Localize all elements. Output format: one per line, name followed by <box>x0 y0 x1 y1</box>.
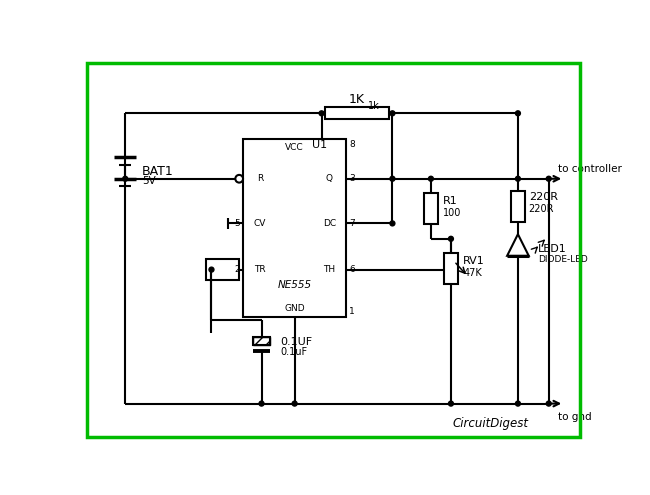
Text: Q: Q <box>326 174 333 183</box>
Text: 47K: 47K <box>463 268 482 278</box>
Text: RV1: RV1 <box>463 256 485 266</box>
Text: 1k: 1k <box>368 100 380 110</box>
Text: R1: R1 <box>443 196 458 206</box>
Text: 0.1uF: 0.1uF <box>280 347 307 357</box>
Text: VCC: VCC <box>285 144 304 152</box>
Text: DIODE-LED: DIODE-LED <box>538 255 588 264</box>
Circle shape <box>448 236 454 241</box>
Circle shape <box>390 111 395 116</box>
Text: to controller: to controller <box>558 164 622 174</box>
Text: NE555: NE555 <box>278 280 312 290</box>
Text: 8: 8 <box>349 140 355 149</box>
Text: 100: 100 <box>443 207 461 218</box>
Circle shape <box>515 111 521 116</box>
Circle shape <box>235 175 243 183</box>
Text: 2: 2 <box>235 265 240 274</box>
Text: 7: 7 <box>349 219 355 228</box>
Circle shape <box>123 176 127 181</box>
Circle shape <box>319 111 324 116</box>
Bar <box>324 107 389 119</box>
Bar <box>511 191 525 222</box>
Circle shape <box>292 401 297 406</box>
Bar <box>424 194 438 224</box>
Circle shape <box>209 267 214 272</box>
Text: DC: DC <box>322 219 336 228</box>
Polygon shape <box>507 234 528 256</box>
Bar <box>253 338 270 345</box>
Text: 6: 6 <box>349 265 355 274</box>
Circle shape <box>515 401 521 406</box>
Text: to gnd: to gnd <box>558 412 592 422</box>
Text: 1K: 1K <box>349 93 365 106</box>
Bar <box>206 259 239 280</box>
Text: 5: 5 <box>234 219 240 228</box>
Text: 1: 1 <box>349 307 355 316</box>
Text: GND: GND <box>284 303 305 313</box>
Bar <box>243 139 346 317</box>
Circle shape <box>428 176 434 181</box>
Text: LED1: LED1 <box>538 244 567 254</box>
Bar <box>444 253 458 284</box>
Text: 5V: 5V <box>142 176 156 186</box>
Circle shape <box>390 221 395 226</box>
Text: CircuitDigest: CircuitDigest <box>452 417 528 430</box>
Text: 0.1UF: 0.1UF <box>280 337 312 347</box>
Circle shape <box>259 401 264 406</box>
Text: 220R: 220R <box>528 204 554 214</box>
Text: TH: TH <box>323 265 335 274</box>
Text: CV: CV <box>254 219 266 228</box>
Text: BAT1: BAT1 <box>142 164 174 178</box>
Text: U1: U1 <box>312 140 327 150</box>
Circle shape <box>448 401 454 406</box>
Text: 4: 4 <box>235 174 240 183</box>
Text: R: R <box>257 174 263 183</box>
Circle shape <box>390 176 395 181</box>
Text: TR: TR <box>254 265 266 274</box>
Text: 220R: 220R <box>528 192 558 202</box>
Circle shape <box>515 176 521 181</box>
Bar <box>253 338 270 345</box>
Circle shape <box>546 401 551 406</box>
Circle shape <box>546 176 551 181</box>
Text: 3: 3 <box>349 174 355 183</box>
